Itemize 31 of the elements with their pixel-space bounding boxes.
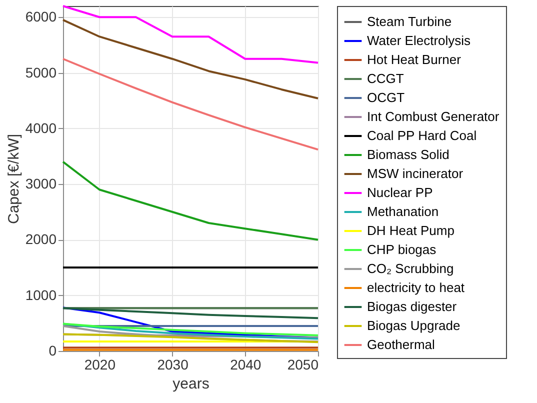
- legend-label: Int Combust Generator: [367, 109, 500, 124]
- x-tick-label: 2040: [230, 356, 262, 372]
- x-tick-label: 2020: [84, 356, 116, 372]
- y-tick-label: 4000: [25, 120, 57, 136]
- legend-label: Steam Turbine: [367, 14, 452, 29]
- x-axis-title: years: [172, 376, 210, 392]
- y-axis-title: Capex [€/kW]: [5, 134, 22, 224]
- legend-label: Biogas Upgrade: [367, 318, 460, 333]
- legend-label: Biogas digester: [367, 299, 458, 314]
- y-tick-label: 6000: [25, 8, 57, 25]
- y-tick-label: 2000: [25, 231, 57, 248]
- legend-label: DH Heat Pump: [367, 223, 454, 238]
- legend-label: CCGT: [367, 71, 404, 86]
- legend-label: CHP biogas: [367, 242, 437, 257]
- y-tick-label: 1000: [25, 286, 57, 303]
- legend-label: Water Electrolysis: [367, 33, 472, 48]
- x-tick-label: 2030: [157, 356, 189, 372]
- y-tick-label: 5000: [25, 64, 57, 80]
- legend-label: Hot Heat Burner: [367, 52, 462, 67]
- legend-label: Nuclear PP: [367, 185, 433, 200]
- legend-label: Coal PP Hard Coal: [367, 128, 477, 143]
- legend-label: Methanation: [367, 204, 439, 219]
- legend-label: OCGT: [367, 90, 405, 105]
- legend-label: Biomass Solid: [367, 147, 450, 162]
- legend-label: electricity to heat: [367, 280, 465, 295]
- x-tick-label: 2050: [287, 356, 319, 372]
- y-tick-label: 3000: [25, 176, 57, 192]
- legend-label: Geothermal: [367, 337, 436, 352]
- legend-label: MSW incinerator: [367, 166, 464, 181]
- y-tick-label: 0: [48, 342, 57, 358]
- legend-label: CO₂ Scrubbing: [367, 261, 454, 276]
